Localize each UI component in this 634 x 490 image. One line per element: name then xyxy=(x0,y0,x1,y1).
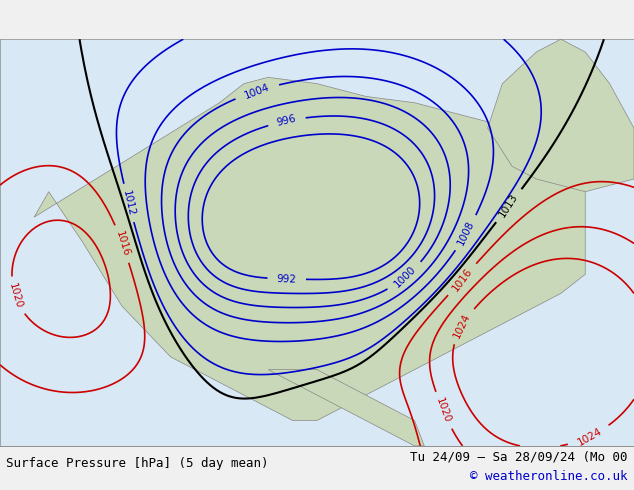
Text: Tu 24/09 – Sa 28/09/24 (Mo 00: Tu 24/09 – Sa 28/09/24 (Mo 00 xyxy=(410,450,628,463)
Polygon shape xyxy=(488,39,634,192)
Text: 996: 996 xyxy=(276,114,297,128)
Text: 1016: 1016 xyxy=(450,266,474,293)
Text: 1000: 1000 xyxy=(392,264,418,290)
Text: 1016: 1016 xyxy=(113,230,131,258)
Text: 1004: 1004 xyxy=(243,82,271,100)
Text: 1020: 1020 xyxy=(7,282,23,310)
Text: 1013: 1013 xyxy=(498,192,520,220)
Text: 1012: 1012 xyxy=(121,189,136,217)
Text: 992: 992 xyxy=(276,273,297,284)
Text: Surface Pressure [hPa] (5 day mean): Surface Pressure [hPa] (5 day mean) xyxy=(6,457,269,470)
Text: 1024: 1024 xyxy=(452,312,472,340)
Text: 1024: 1024 xyxy=(576,426,604,447)
Text: 1008: 1008 xyxy=(456,219,477,247)
Polygon shape xyxy=(34,77,585,420)
Polygon shape xyxy=(268,369,424,446)
Text: 1020: 1020 xyxy=(434,396,453,424)
Text: © weatheronline.co.uk: © weatheronline.co.uk xyxy=(470,469,628,483)
